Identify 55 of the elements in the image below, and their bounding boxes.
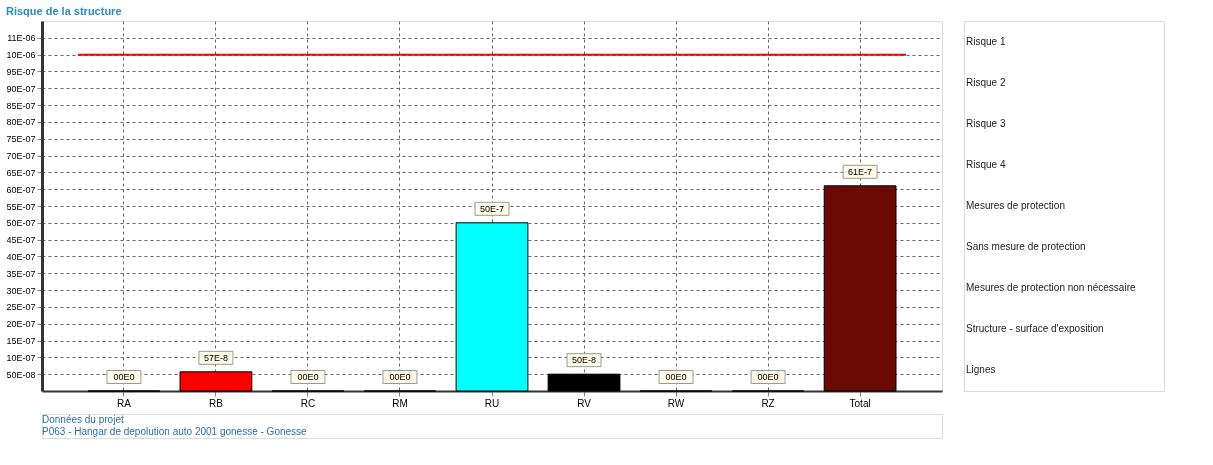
text: Risque 4 (966, 158, 1006, 170)
data-label: 00E0 (757, 372, 779, 382)
chart-title: Risque de la structure (5, 5, 122, 17)
y-tick-label: 11E-06 (7, 33, 36, 44)
text: P063 - Hangar de depolution auto 2001 gonesse - Gonesse (42, 426, 308, 437)
text: Structure - surface d'exposition (966, 323, 1104, 335)
text: Risque 3 (966, 117, 1006, 129)
bar (179, 371, 253, 392)
y-tick-label: 55E-07 (6, 201, 36, 212)
y-tick-label: 25E-07 (6, 302, 36, 313)
y-tick-label: 90E-07 (6, 83, 36, 94)
x-tick-label: Total (849, 397, 871, 409)
y-tick-label: 30E-07 (6, 285, 36, 296)
x-tick-label: RC (300, 397, 316, 409)
bar (823, 185, 897, 392)
text: Lignes (966, 364, 996, 376)
data-label: 00E0 (389, 372, 411, 382)
data-label: 50E-7 (479, 203, 505, 214)
y-tick-label: 85E-07 (6, 100, 36, 111)
y-tick-label: 10E-06 (6, 50, 36, 61)
y-tick-label: 20E-07 (6, 319, 36, 330)
x-tick-label: RZ (761, 397, 775, 409)
y-tick-label: 50E-08 (6, 369, 36, 380)
y-tick-label: 35E-07 (6, 268, 36, 279)
data-label: 61E-7 (848, 166, 873, 177)
y-tick-label: 70E-07 (6, 151, 36, 162)
bar (547, 373, 621, 392)
y-tick-label: 40E-07 (6, 251, 36, 262)
x-tick-label: RM (392, 397, 408, 409)
y-tick-label: 45E-07 (6, 235, 36, 246)
text: Données du projet (42, 414, 124, 425)
y-tick-label: 15E-07 (6, 336, 36, 347)
y-tick-label: 75E-07 (6, 134, 36, 145)
y-tick-label: 50E-07 (6, 218, 36, 229)
data-label: 57E-8 (203, 352, 228, 363)
text: Risque 1 (966, 35, 1006, 47)
data-label: 00E0 (113, 372, 135, 382)
y-tick-label: 80E-07 (6, 117, 36, 128)
data-label: 50E-8 (572, 355, 597, 366)
y-tick-label: 95E-07 (6, 66, 36, 77)
x-tick-label: RW (667, 397, 685, 409)
data-label: 00E0 (665, 372, 687, 382)
bar (455, 222, 529, 392)
text: Mesures de protection (966, 200, 1065, 211)
x-tick-label: RV (577, 397, 592, 409)
x-tick-label: RA (116, 397, 132, 409)
text: Mesures de protection non nécessaire (966, 282, 1136, 294)
x-tick-label: RU (484, 397, 500, 409)
y-tick-label: 65E-07 (6, 167, 36, 178)
y-tick-label: 60E-07 (6, 184, 36, 195)
y-tick-label: 10E-07 (6, 352, 36, 363)
text: Risque 2 (966, 76, 1006, 88)
x-tick-label: RB (208, 397, 224, 409)
data-label: 00E0 (297, 372, 319, 382)
text: Sans mesure de protection (966, 241, 1086, 253)
